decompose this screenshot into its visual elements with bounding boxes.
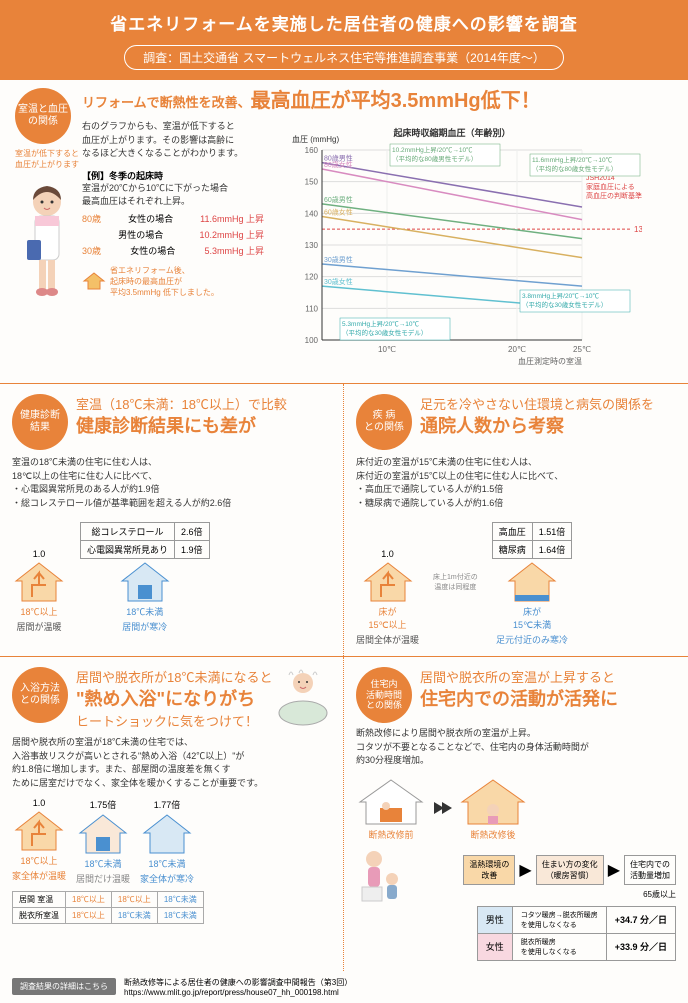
section-activity: 住宅内 活動時間 との関係 居間や脱衣所の室温が上昇すると 住宅内での活動が活発…: [344, 657, 688, 971]
svg-text:（平均的な80歳女性モデル）: （平均的な80歳女性モデル）: [532, 164, 617, 173]
source-url[interactable]: https://www.mlit.go.jp/report/press/hous…: [124, 988, 352, 997]
svg-text:30歳男性: 30歳男性: [324, 255, 353, 264]
badge-health: 健康診断 結果: [12, 394, 68, 450]
bp-chart: 100 110 120 130 140 150 160 135mmHg 10℃ 20℃ 25℃ 80歳…: [272, 120, 642, 370]
badge-bath: 入浴方法 との関係: [12, 667, 68, 723]
svg-text:5.3mmHg上昇/20℃→10℃: 5.3mmHg上昇/20℃→10℃: [342, 319, 419, 328]
nurse-bubble: 室温が低下すると 血圧が上がります: [15, 148, 79, 170]
house-floor-warm-icon: [361, 559, 415, 603]
svg-text:110: 110: [305, 304, 318, 313]
page-subtitle: 調査：国土交通省 スマートウェルネス住宅等推進調査事業（2014年度～）: [0, 41, 688, 80]
s3-table: 高血圧1.51倍糖尿病1.64倍: [492, 522, 573, 559]
svg-text:80歳女性: 80歳女性: [324, 160, 353, 169]
svg-text:11.6mmHg上昇/20℃→10℃: 11.6mmHg上昇/20℃→10℃: [532, 155, 613, 164]
s5-minutes-table: 男性コタツ暖房→脱衣所暖房 を使用しなくなる+34.7 分／日女性脱衣所暖房 を…: [477, 906, 676, 961]
family-illustration: [356, 847, 406, 917]
section-bath: 入浴方法 との関係 居間や脱衣所が18℃未満になると "熱め入浴"になりがち ヒ…: [0, 657, 344, 971]
details-button[interactable]: 調査結果の詳細はこちら: [12, 978, 116, 995]
house-after-icon: [458, 776, 528, 826]
svg-text:25℃: 25℃: [573, 345, 591, 354]
svg-text:血圧測定時の室温: 血圧測定時の室温: [518, 356, 582, 366]
svg-text:135mmHg: 135mmHg: [634, 225, 642, 234]
example-title: 【例】冬季の起床時: [82, 169, 264, 182]
section-blood-pressure: 室温と血圧 の関係 室温が低下すると 血圧が上がります: [0, 80, 688, 384]
nurse-illustration: [17, 180, 77, 300]
svg-text:160: 160: [305, 146, 319, 155]
svg-text:30歳女性: 30歳女性: [324, 277, 353, 286]
svg-text:10℃: 10℃: [378, 345, 396, 354]
bather-illustration: [275, 667, 331, 727]
svg-text:10.2mmHg上昇/20℃→10℃: 10.2mmHg上昇/20℃→10℃: [392, 145, 473, 154]
svg-text:150: 150: [305, 178, 319, 187]
section-health-check: 健康診断 結果 室温（18℃未満：18℃以上）で比較 健康診断結果にも差が 室温…: [0, 384, 344, 656]
house-arrow-icon: [82, 271, 106, 291]
s1-title: リフォームで断熱性を改善、最高血圧が平均3.5mmHg低下！: [82, 88, 676, 114]
svg-text:3.8mmHg上昇/20℃→10℃: 3.8mmHg上昇/20℃→10℃: [522, 291, 599, 300]
s4-temp-table: 居間 室温18℃以上18℃以上18℃未満脱衣所室温18℃以上18℃未満18℃未満: [12, 891, 204, 924]
badge-activity: 住宅内 活動時間 との関係: [356, 667, 412, 723]
svg-text:家庭血圧による: 家庭血圧による: [586, 182, 635, 191]
section-disease: 疾 病 との関係 足元を冷やさない住環境と病気の関係を 通院人数から考察 床付近…: [344, 384, 688, 656]
svg-text:起床時収縮期血圧（年齢別）: 起床時収縮期血圧（年齢別）: [392, 127, 510, 138]
svg-text:130: 130: [305, 241, 319, 250]
svg-text:120: 120: [305, 273, 319, 282]
svg-text:高血圧の判断基準: 高血圧の判断基準: [586, 191, 642, 200]
s2-table: 総コレステロール2.6倍心電図異常所見あり1.9倍: [80, 522, 210, 559]
svg-text:100: 100: [305, 336, 319, 345]
svg-text:（平均的な30歳女性モデル）: （平均的な30歳女性モデル）: [522, 300, 607, 309]
svg-text:60歳男性: 60歳男性: [324, 195, 353, 204]
svg-text:60歳女性: 60歳女性: [324, 208, 353, 217]
footer: 調査結果の詳細はこちら 断熱改修等による居住者の健康への影響調査中間報告（第3回…: [0, 971, 688, 1003]
svg-text:（平均的な80歳男性モデル）: （平均的な80歳男性モデル）: [392, 154, 477, 163]
reform-note: 省エネリフォーム後、 起床時の最高血圧が 平均3.5mmHg 低下しました。: [82, 265, 264, 298]
badge-disease: 疾 病 との関係: [356, 394, 412, 450]
svg-text:20℃: 20℃: [508, 345, 526, 354]
badge-bp: 室温と血圧 の関係: [15, 88, 71, 144]
house-floor-cold-icon: [505, 559, 559, 603]
svg-text:（平均的な30歳女性モデル）: （平均的な30歳女性モデル）: [342, 328, 427, 337]
page-title: 省エネリフォームを実施した居住者の健康への影響を調査: [0, 0, 688, 41]
house-warm-icon: [12, 559, 66, 603]
svg-text:140: 140: [305, 209, 319, 218]
svg-text:血圧 (mmHg): 血圧 (mmHg): [292, 134, 339, 144]
house-cold-icon: [118, 559, 172, 603]
s1-desc: 右のグラフからも、室温が低下すると 血圧が上がります。その影響は高齢に なるほど…: [82, 120, 264, 161]
arrow-right-icon: [432, 798, 452, 818]
house-before-icon: [356, 776, 426, 826]
